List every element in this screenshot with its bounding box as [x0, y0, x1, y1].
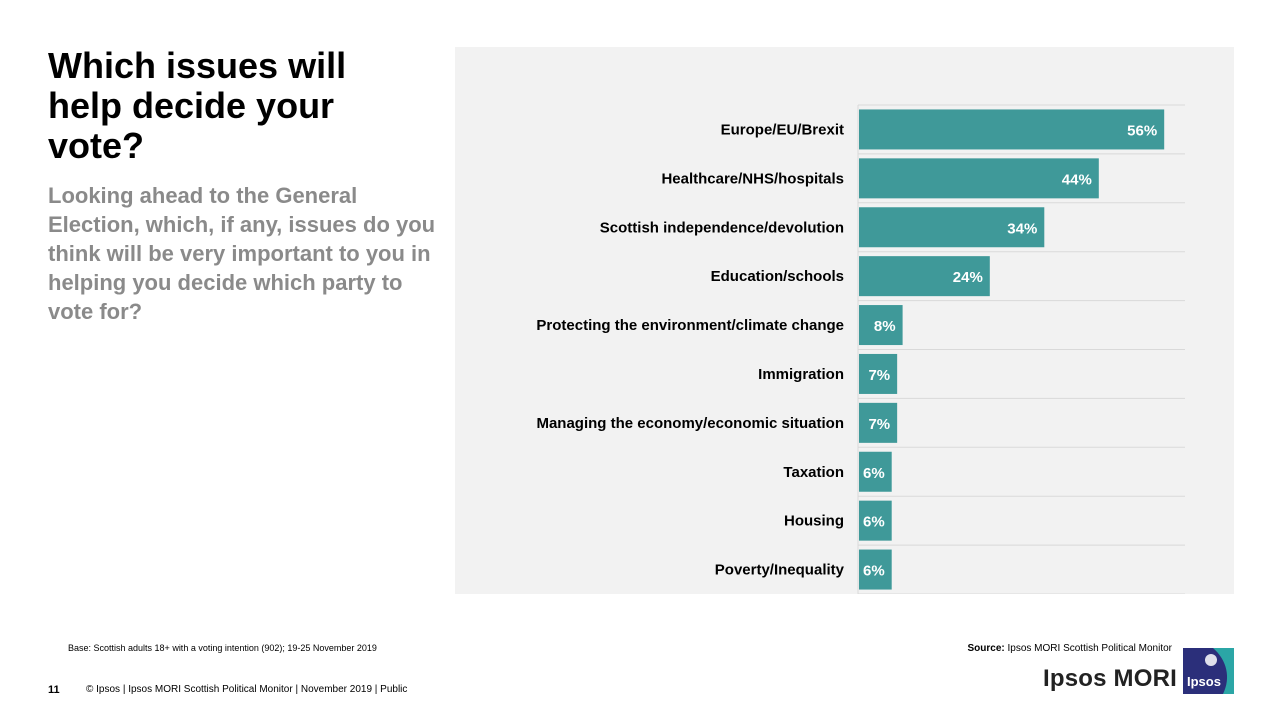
source-label: Source: — [967, 643, 1005, 654]
data-label: 44% — [1062, 171, 1092, 188]
page-number: 11 — [48, 684, 60, 696]
data-label: 56% — [1127, 122, 1157, 139]
bar — [859, 207, 1045, 248]
ipsos-mori-wordmark: Ipsos MORI — [1043, 665, 1178, 692]
data-label: 8% — [874, 318, 896, 335]
data-label: 7% — [868, 416, 890, 433]
bar — [859, 256, 990, 297]
data-label: 7% — [868, 367, 890, 384]
bar — [859, 109, 1165, 150]
footer-text: © Ipsos | Ipsos MORI Scottish Political … — [86, 684, 408, 695]
source-note: Source: Ipsos MORI Scottish Political Mo… — [967, 643, 1172, 654]
ipsos-logo: Ipsos — [1183, 648, 1234, 694]
data-label: 24% — [953, 269, 983, 286]
category-label: Poverty/Inequality — [715, 562, 845, 579]
data-label: 6% — [863, 563, 885, 580]
category-label: Managing the economy/economic situation — [536, 415, 844, 432]
bar-chart: Europe/EU/Brexit 56% Healthcare/NHS/hospit… — [536, 104, 1185, 594]
bar — [859, 305, 903, 346]
logo-accent — [1213, 648, 1234, 694]
logo-dot — [1205, 654, 1217, 666]
source-text: Ipsos MORI Scottish Political Monitor — [1004, 643, 1172, 654]
bar — [859, 402, 898, 443]
bar — [859, 451, 892, 492]
data-label: 6% — [863, 514, 885, 531]
category-label: Scottish independence/devolution — [600, 219, 844, 236]
question-text: Looking ahead to the General Election, w… — [48, 183, 436, 324]
bar — [859, 158, 1099, 199]
bar — [859, 353, 898, 394]
category-label: Healthcare/NHS/hospitals — [661, 170, 844, 187]
slide-title: Which issues will help decide your vote? — [48, 45, 347, 166]
base-note: Base: Scottish adults 18+ with a voting … — [68, 643, 377, 653]
bar — [859, 500, 892, 541]
category-label: Taxation — [783, 464, 844, 481]
logo-text: Ipsos — [1187, 674, 1221, 689]
data-label: 34% — [1007, 220, 1037, 237]
chart-panel: Europe/EU/Brexit 56% Healthcare/NHS/hospit… — [455, 47, 1234, 594]
bar — [859, 549, 892, 590]
category-label: Housing — [784, 513, 844, 530]
category-label: Europe/EU/Brexit — [721, 121, 844, 138]
data-label: 6% — [863, 465, 885, 482]
category-label: Immigration — [758, 366, 844, 383]
category-label: Protecting the environment/climate chang… — [536, 317, 844, 334]
category-label: Education/schools — [711, 268, 844, 285]
